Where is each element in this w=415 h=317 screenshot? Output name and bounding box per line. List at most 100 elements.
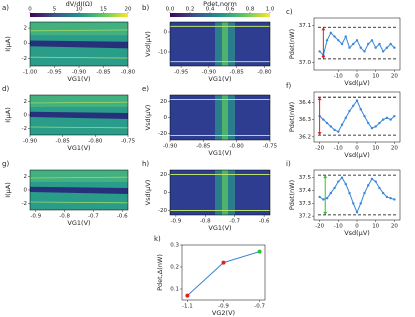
y-axis-label: Pdet(nW) [288, 102, 296, 132]
heatmap-edge [29, 101, 129, 104]
y-tick-label: 0 [164, 190, 168, 196]
data-point [329, 191, 333, 195]
heatmap-edge [29, 176, 129, 179]
data-point [359, 46, 362, 49]
x-tick-label: 0 [355, 146, 359, 152]
y-tick-label: -20 [158, 131, 167, 137]
x-tick-label: -0.8 [200, 219, 211, 225]
panel-label: k) [154, 235, 161, 243]
data-point [359, 202, 362, 205]
y-tick-label: 37.4 [299, 188, 312, 194]
y-axis-label: Pdet(nW) [288, 180, 296, 210]
x-axis-label: VG1(V) [67, 75, 90, 83]
x-tick-label: -0.95 [174, 70, 189, 76]
colorbar-tick-label: 0.0 [166, 7, 175, 13]
data-point [340, 42, 344, 46]
x-tick-label: -0.80 [230, 144, 245, 150]
x-tick-label: 20 [391, 146, 398, 152]
x-axis-label: Vsd(μV) [344, 79, 370, 87]
heatmap-band [30, 22, 128, 36]
frame [313, 17, 401, 71]
data-point [340, 176, 344, 179]
data-point [370, 127, 374, 130]
data-point [337, 180, 340, 183]
x-tick-label: -0.9 [30, 214, 41, 220]
x-tick-label: -1.00 [23, 70, 38, 76]
x-tick-label: 10 [372, 146, 379, 152]
data-point [333, 128, 336, 132]
data-point [370, 177, 374, 181]
x-axis-label: VG1(V) [208, 75, 231, 83]
data-point [378, 42, 381, 46]
colorbar-tick-label: 5 [53, 7, 57, 13]
data-point [318, 50, 321, 53]
heatmap [29, 22, 129, 66]
x-axis-label: VG1(V) [67, 144, 90, 152]
data-point [348, 191, 351, 195]
x-tick-label: -0.90 [72, 70, 87, 76]
data-point [367, 184, 370, 187]
data-point [322, 118, 325, 121]
y-tick-label: 2 [24, 99, 28, 105]
data-point [325, 39, 329, 42]
data-point [385, 46, 389, 49]
x-axis-label: VG1(V) [208, 224, 231, 232]
y-tick-label: 2 [24, 174, 28, 180]
y-axis-label: I(μA) [4, 182, 12, 198]
data-point [378, 186, 381, 190]
y-tick-label: 0 [164, 115, 168, 121]
y-tick-label: -2 [22, 201, 27, 207]
x-tick-label: -0.80 [121, 70, 136, 76]
y-tick-label: 2 [24, 26, 28, 32]
x-tick-label: -0.9 [218, 304, 229, 310]
data-point [359, 108, 362, 111]
x-tick-label: -0.90 [202, 70, 217, 76]
panel-label: i) [286, 160, 291, 168]
data-point [355, 39, 359, 42]
data-point [363, 50, 366, 53]
heatmap-stripe [222, 95, 228, 140]
x-tick-label: 10 [372, 224, 379, 230]
heatmap-stripe [222, 22, 228, 66]
data-point [381, 191, 385, 195]
heatmap [170, 170, 270, 215]
data-point [374, 180, 377, 183]
x-tick-label: -0.75 [121, 139, 136, 145]
data-point [378, 121, 381, 125]
data-point [329, 31, 333, 35]
data-point [344, 182, 347, 186]
heatmap-band [30, 111, 128, 119]
x-axis-label: Vsd(μV) [344, 151, 370, 159]
heatmap [29, 95, 129, 135]
y-axis-label: Pdet,Δ(nW) [156, 254, 164, 291]
data-point [389, 118, 392, 121]
x-tick-label: 10 [372, 74, 379, 80]
y-tick-label: 20 [160, 172, 167, 178]
y-tick-label: -10 [158, 50, 167, 56]
data-point [367, 121, 370, 125]
panel-label: b) [142, 4, 149, 12]
data-point [344, 35, 347, 38]
data-point [333, 186, 336, 190]
colorbar-tick-label: 10 [76, 7, 83, 13]
y-tick-label: 36.3 [299, 117, 312, 123]
y-tick-label: 0 [24, 188, 28, 194]
y-tick-label: 0 [24, 41, 28, 47]
heatmap [170, 22, 270, 66]
heatmap-band [30, 40, 128, 49]
x-tick-label: -0.80 [88, 139, 103, 145]
colorbar-tick-label: 1.0 [266, 7, 275, 13]
data-point [389, 42, 392, 46]
x-tick-label: -0.90 [163, 144, 178, 150]
y-tick-label: -20 [158, 208, 167, 214]
panel-label: a) [2, 4, 9, 12]
x-tick-label: -0.95 [47, 70, 62, 76]
data-point [367, 42, 370, 46]
colorbar-tick-label: 0.4 [206, 7, 215, 13]
data-point [318, 195, 321, 199]
data-point [333, 35, 336, 38]
data-point [363, 114, 366, 118]
colorbar-tick-label: 0.8 [246, 7, 255, 13]
y-axis-label: I(μA) [4, 107, 12, 123]
